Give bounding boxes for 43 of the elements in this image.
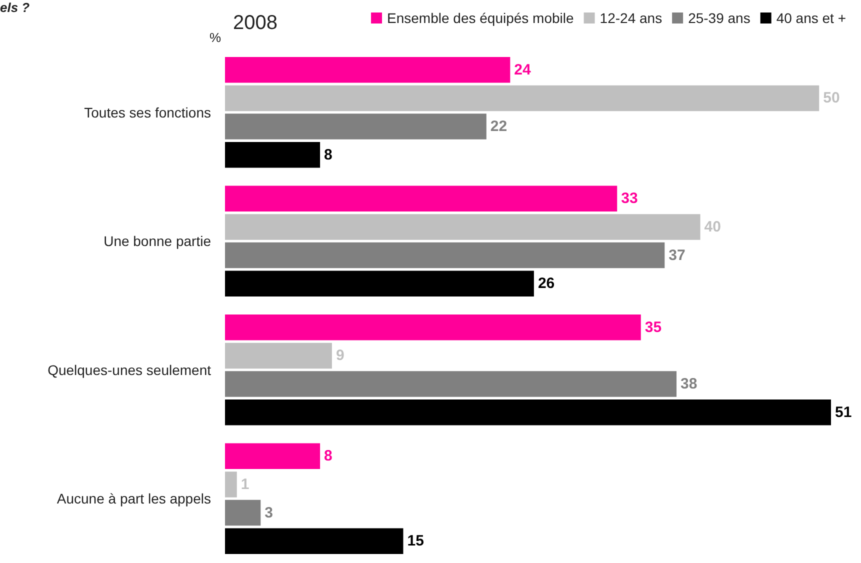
chart-title: 2008 xyxy=(233,12,278,34)
bar xyxy=(225,85,820,112)
bar xyxy=(225,57,510,83)
bar xyxy=(225,371,677,397)
legend-label: 25-39 ans xyxy=(688,10,750,26)
bar xyxy=(225,142,320,168)
data-label: 33 xyxy=(621,190,638,208)
legend-label: Ensemble des équipés mobile xyxy=(387,10,574,26)
data-label: 8 xyxy=(324,448,332,465)
legend-label: 40 ans et + xyxy=(776,10,846,26)
data-label: 38 xyxy=(680,376,698,393)
data-label: 8 xyxy=(324,146,332,164)
y-axis-title: % xyxy=(209,30,222,45)
data-label: 26 xyxy=(538,275,555,292)
bar xyxy=(225,472,237,498)
bar xyxy=(225,399,831,426)
data-label: 24 xyxy=(514,61,532,78)
bar xyxy=(225,314,641,340)
bar xyxy=(225,242,665,268)
bar xyxy=(225,443,320,470)
y-tick-label: Aucune à part les appels xyxy=(56,490,211,507)
bar xyxy=(225,500,261,526)
text: els ? xyxy=(0,0,30,15)
bar xyxy=(225,528,404,554)
data-label: 35 xyxy=(644,318,662,336)
data-label: 22 xyxy=(490,118,508,136)
legend-label: 12-24 ans xyxy=(600,10,662,26)
data-label: 15 xyxy=(407,532,424,550)
y-tick-label: Toutes ses fonctions xyxy=(84,104,211,120)
data-label: 50 xyxy=(823,90,840,107)
bar xyxy=(225,270,534,296)
bar xyxy=(225,114,486,140)
bar xyxy=(225,342,332,369)
data-label: 3 xyxy=(264,504,273,522)
data-label: 1 xyxy=(240,476,250,493)
data-label: 37 xyxy=(668,246,686,264)
data-label: 9 xyxy=(336,347,344,364)
bar xyxy=(225,186,618,212)
data-label: 40 xyxy=(704,218,721,236)
y-tick-label: Une bonne partie xyxy=(104,233,212,250)
bar xyxy=(225,214,700,240)
y-tick-label: Quelques-unes seulement xyxy=(48,362,212,378)
data-label: 51 xyxy=(835,404,852,421)
